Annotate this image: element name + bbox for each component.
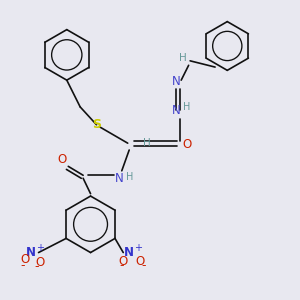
Text: -: - [141, 260, 146, 272]
Text: O: O [35, 256, 45, 269]
Text: N: N [172, 75, 181, 88]
Text: -: - [119, 260, 124, 272]
Text: O: O [58, 153, 67, 166]
Text: -: - [35, 260, 39, 273]
Text: N: N [172, 104, 181, 117]
Text: O: O [182, 138, 192, 151]
Text: O: O [118, 255, 128, 268]
Text: H: H [179, 53, 187, 63]
Text: -: - [20, 260, 24, 272]
Text: H: H [143, 138, 151, 148]
Text: O: O [135, 255, 144, 268]
Text: N: N [114, 172, 123, 185]
Text: S: S [92, 118, 101, 131]
Text: +: + [134, 243, 142, 253]
Text: N: N [124, 246, 134, 259]
Text: O: O [20, 254, 30, 266]
Text: +: + [36, 243, 44, 253]
Text: N: N [26, 246, 36, 259]
Text: H: H [184, 102, 191, 112]
Text: H: H [125, 172, 133, 182]
